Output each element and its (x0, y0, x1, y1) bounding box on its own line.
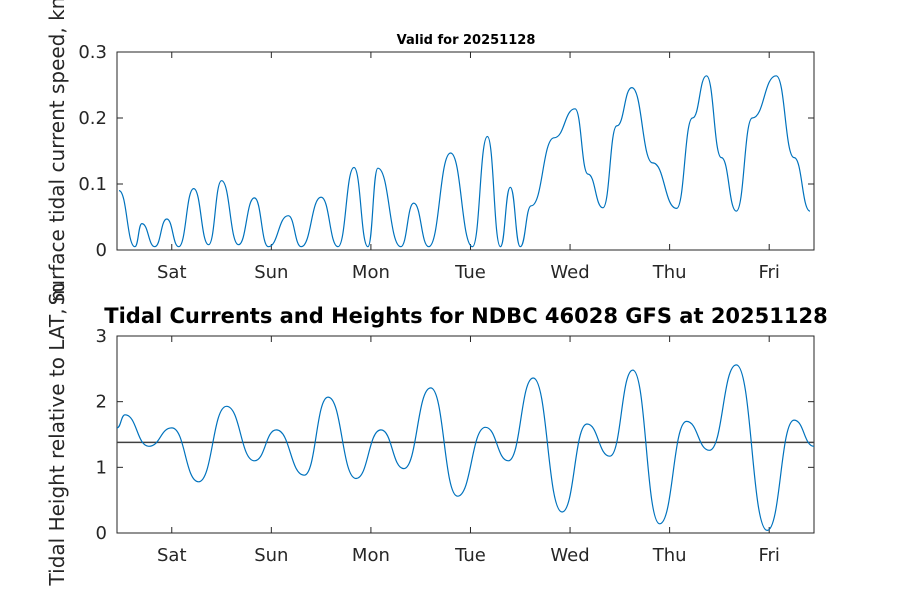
xtick-label: Sat (157, 545, 187, 566)
tidal-height-panel: 0 1 2 3 Sat Sun Mon Tue Wed Thu Fri Tidal Current… (45, 283, 828, 587)
current-speed-yticks: 0 0.1 0.2 0.3 (78, 42, 814, 261)
tidal-height-ylabel: Tidal Height relative to LAT, m (45, 283, 69, 587)
xtick-label: Fri (758, 262, 779, 283)
xtick-label: Mon (352, 545, 390, 566)
ytick-label: 2 (96, 392, 107, 413)
tidal-height-lines (117, 364, 814, 532)
current-speed-ylabel: Surface tidal current speed, kn (45, 0, 69, 305)
xtick-label: Tue (454, 262, 486, 283)
ytick-label: 0 (96, 240, 107, 261)
ytick-label: 0.3 (78, 42, 107, 63)
series-line (118, 75, 811, 248)
current-speed-title: Valid for 20251128 (397, 33, 536, 48)
xtick-label: Thu (652, 262, 687, 283)
xtick-label: Sun (254, 262, 288, 283)
xtick-label: Sun (254, 545, 288, 566)
xtick-label: Wed (550, 545, 589, 566)
tidal-height-xticks: Sat Sun Mon Tue Wed Thu Fri (157, 336, 780, 566)
ytick-label: 0.2 (78, 108, 107, 129)
xtick-label: Thu (652, 545, 687, 566)
xtick-label: Mon (352, 262, 390, 283)
xtick-label: Fri (758, 545, 779, 566)
current-speed-xticks: Sat Sun Mon Tue Wed Thu Fri (157, 52, 780, 283)
xtick-label: Wed (550, 262, 589, 283)
ytick-label: 0 (96, 523, 107, 544)
tidal-height-axes (116, 335, 815, 534)
ytick-label: 1 (96, 457, 107, 478)
ytick-label: 0.1 (78, 174, 107, 195)
current-speed-lines (118, 75, 811, 248)
current-speed-panel: 0 0.1 0.2 0.3 Sat Sun Mon Tue Wed Thu Fri Valid f… (45, 0, 815, 305)
series-line (117, 364, 814, 532)
current-speed-axes (116, 51, 815, 251)
ytick-label: 3 (96, 326, 107, 347)
xtick-label: Tue (454, 545, 486, 566)
main-title: Tidal Currents and Heights for NDBC 4602… (104, 304, 827, 328)
xtick-label: Sat (157, 262, 187, 283)
tidal-height-yticks: 0 1 2 3 (96, 326, 814, 544)
